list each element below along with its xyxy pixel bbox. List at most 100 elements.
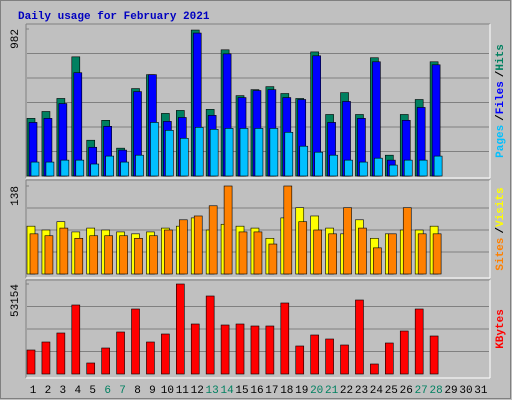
- bar: [105, 155, 114, 177]
- bar: [41, 341, 51, 375]
- x-tick-label: 2: [45, 385, 52, 397]
- x-tick-label: 28: [430, 385, 443, 397]
- bar: [134, 237, 143, 275]
- legend-entry: Pages: [495, 125, 507, 158]
- x-tick-label: 26: [400, 385, 413, 397]
- x-tick-label: 17: [265, 385, 278, 397]
- legend-separator: /: [495, 114, 507, 121]
- bar: [179, 219, 188, 275]
- bar: [370, 363, 379, 375]
- x-tick-label: 12: [191, 385, 204, 397]
- x-tick-label: 7: [119, 385, 126, 397]
- bar: [223, 185, 233, 275]
- bar: [340, 344, 349, 375]
- bar: [265, 325, 275, 375]
- bar: [314, 151, 323, 177]
- legend: Sites /Visits: [495, 187, 507, 270]
- bar: [75, 159, 85, 177]
- bar: [44, 235, 54, 275]
- bar: [56, 332, 66, 375]
- x-tick-label: 11: [176, 385, 190, 397]
- y-tick-label: 982: [10, 29, 22, 49]
- x-tick-label: 5: [89, 385, 96, 397]
- x-tick-label: 29: [444, 385, 457, 397]
- x-tick-label: 14: [220, 385, 234, 397]
- x-tick-label: 19: [295, 385, 308, 397]
- y-tick-label: 138: [10, 186, 22, 206]
- bar: [86, 362, 96, 375]
- y-tick-label: 53154: [10, 284, 22, 317]
- bar: [119, 235, 128, 275]
- bar: [388, 233, 397, 275]
- bar: [30, 161, 40, 177]
- bar: [298, 221, 308, 275]
- x-tick-label: 31: [474, 385, 488, 397]
- bar: [254, 128, 264, 177]
- bar: [283, 185, 293, 275]
- legend: KBytes: [495, 309, 507, 349]
- bar: [165, 130, 174, 177]
- bar: [238, 231, 248, 275]
- legend-separator: /: [495, 227, 507, 234]
- bar: [29, 233, 39, 275]
- x-tick-label: 30: [459, 385, 472, 397]
- legend-entry: KBytes: [495, 309, 507, 349]
- bar: [250, 325, 260, 375]
- bar: [209, 128, 219, 177]
- bar: [190, 323, 200, 375]
- bar: [205, 295, 215, 375]
- bar: [359, 161, 368, 177]
- bar: [344, 159, 353, 177]
- bar: [74, 237, 84, 275]
- bar: [176, 283, 185, 375]
- bar: [399, 330, 409, 375]
- x-tick-label: 27: [415, 385, 428, 397]
- bar: [418, 159, 428, 177]
- bar: [161, 333, 170, 375]
- bar: [299, 145, 309, 177]
- bar: [280, 302, 290, 375]
- bar: [310, 334, 319, 375]
- bar: [433, 155, 443, 177]
- x-tick-label: 9: [149, 385, 156, 397]
- bar: [402, 207, 412, 275]
- bar: [403, 159, 413, 177]
- bar: [131, 308, 140, 375]
- bar: [59, 227, 69, 275]
- bar: [235, 323, 245, 375]
- bar: [268, 243, 278, 275]
- bar: [269, 128, 279, 177]
- bar: [328, 233, 337, 275]
- bar: [90, 163, 100, 177]
- x-tick-label: 13: [206, 385, 219, 397]
- bar: [101, 347, 110, 375]
- bar: [325, 338, 334, 375]
- x-tick-label: 8: [134, 385, 141, 397]
- bar: [417, 233, 427, 275]
- chart-title: Daily usage for February 2021: [18, 11, 210, 23]
- x-tick-label: 4: [74, 385, 81, 397]
- bar: [71, 304, 81, 375]
- legend-entry: Visits: [495, 187, 507, 227]
- bar: [208, 205, 218, 275]
- bar: [374, 157, 383, 177]
- bar: [104, 235, 113, 275]
- bar: [89, 235, 99, 275]
- x-tick-label: 15: [235, 385, 248, 397]
- bar: [180, 137, 189, 177]
- bar: [149, 235, 158, 275]
- x-tick-label: 24: [370, 385, 384, 397]
- x-tick-label: 18: [280, 385, 293, 397]
- bar: [116, 331, 125, 375]
- bar: [239, 128, 249, 177]
- bar: [224, 128, 234, 177]
- bar: [45, 161, 55, 177]
- legend-entry: Sites: [495, 238, 507, 271]
- legend-entry: Files: [495, 81, 507, 114]
- bar: [373, 247, 382, 275]
- bar: [429, 335, 439, 375]
- x-tick-label: 21: [325, 385, 339, 397]
- bar: [220, 324, 230, 375]
